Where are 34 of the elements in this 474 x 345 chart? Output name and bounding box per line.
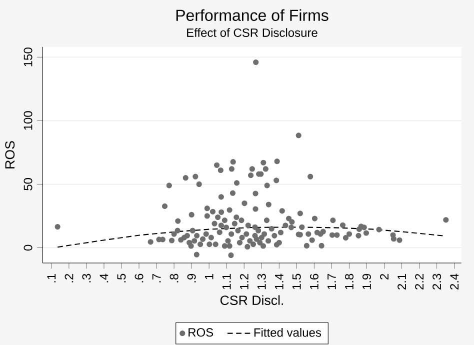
- chart-title: Performance of Firms: [176, 9, 328, 21]
- y-axis-title: ROS: [5, 141, 15, 168]
- y-tick-label: 100: [24, 111, 32, 130]
- y-tick-label: 0: [24, 244, 32, 251]
- x-tick-label: 1.2: [240, 274, 248, 290]
- x-tick-label: .6: [134, 274, 144, 282]
- x-tick-label: 1.7: [328, 274, 336, 290]
- y-tick-label: 50: [24, 178, 32, 190]
- legend-label: Fitted values: [254, 328, 322, 337]
- x-tick-label: 2.1: [398, 274, 406, 290]
- x-tick-label: 1.3: [257, 274, 266, 290]
- x-tick-label: .7: [152, 274, 161, 282]
- x-axis-title: CSR Discl.: [220, 295, 283, 306]
- x-tick-label: .2: [64, 274, 74, 282]
- legend-label: ROS: [188, 328, 214, 337]
- x-tick-label: .1: [47, 274, 56, 282]
- x-tick-label: 2.4: [450, 274, 459, 290]
- x-tick-label: .4: [100, 274, 108, 282]
- x-tick-label: 1.9: [362, 274, 371, 290]
- x-tick-label: 2: [380, 274, 388, 280]
- y-tick-label: 150: [24, 48, 32, 66]
- x-tick-label: .3: [82, 274, 91, 282]
- x-tick-label: .8: [170, 274, 178, 282]
- x-tick-label: 1: [204, 274, 214, 280]
- x-tick-label: 1.1: [222, 274, 231, 290]
- x-tick-label: .9: [187, 274, 196, 282]
- x-tick-label: 2.3: [432, 274, 442, 290]
- x-tick-label: 1.6: [310, 274, 318, 290]
- chart-subtitle: Effect of CSR Disclosure: [187, 28, 318, 37]
- x-tick-label: 1.5: [292, 274, 301, 290]
- x-tick-label: 1.4: [275, 274, 284, 290]
- x-tick-label: 2.2: [415, 274, 424, 290]
- x-tick-label: 1.8: [344, 274, 354, 290]
- x-tick-label: .5: [117, 274, 126, 282]
